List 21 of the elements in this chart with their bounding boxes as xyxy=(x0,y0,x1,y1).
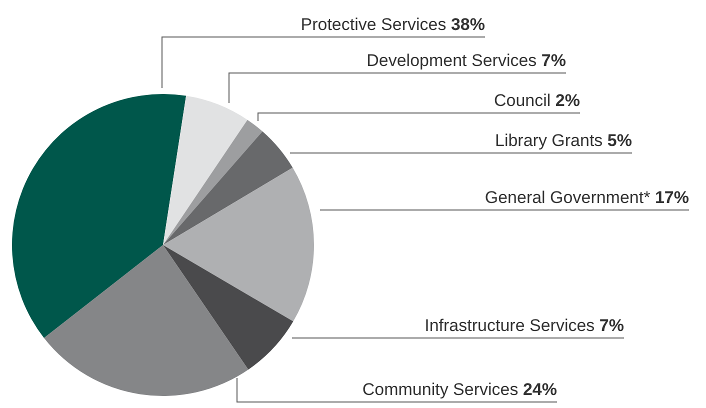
slice-label: Infrastructure Services xyxy=(424,316,600,335)
slice-label: Library Grants xyxy=(494,131,608,150)
data-label: 5% xyxy=(607,131,632,150)
data-label: 2% xyxy=(555,91,580,110)
slice-label: Development Services xyxy=(366,51,542,70)
slice-label: Community Services xyxy=(362,380,523,399)
slice-label: General Government* xyxy=(484,188,655,207)
pie-slice xyxy=(44,245,248,396)
pie-slice xyxy=(163,120,262,245)
data-label: 7% xyxy=(599,316,624,335)
slice-label: Council xyxy=(494,91,556,110)
pie-slice xyxy=(12,94,186,338)
data-label: 17% xyxy=(654,188,689,207)
pie-slice xyxy=(163,168,314,322)
slice-label: Protective Services xyxy=(300,15,451,34)
data-label: 38% xyxy=(450,15,485,34)
data-label: 24% xyxy=(522,380,557,399)
pie-slice xyxy=(163,96,248,245)
data-label: 7% xyxy=(541,51,566,70)
pie-slice xyxy=(163,131,293,245)
pie-slice xyxy=(163,245,294,370)
